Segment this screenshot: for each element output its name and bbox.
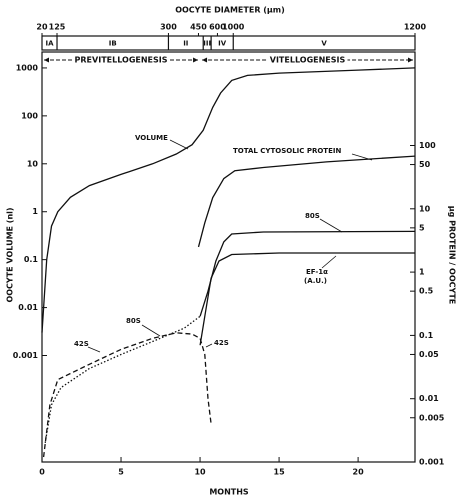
phase-label: PREVITELLOGENESIS	[75, 56, 168, 65]
y2-tick-label: 0.5	[419, 287, 434, 296]
y-tick-label: 1	[32, 207, 38, 216]
y2-tick-label: 1	[419, 268, 425, 277]
curve-label: 80S	[305, 212, 320, 220]
stage-label: IA	[45, 40, 54, 48]
x-tick-label: 0	[39, 468, 45, 477]
y-tick-label: 100	[21, 111, 38, 120]
top-axis-title: OOCYTE DIAMETER (µm)	[175, 6, 285, 15]
stage-label: IB	[109, 40, 117, 48]
stage-bar	[41, 35, 416, 51]
curve-label: TOTAL CYTOSOLIC PROTEIN	[233, 147, 341, 155]
series-line	[42, 332, 212, 458]
y-tick-label: 0.01	[18, 303, 38, 312]
series-line	[199, 230, 416, 317]
y2-axis-title: µg PROTEIN / OOCYTE	[448, 206, 457, 305]
phase-label-bg	[72, 55, 170, 65]
leader-line	[87, 346, 101, 353]
top-tick-label: 450	[190, 23, 207, 32]
curve-label: EF-1α	[306, 268, 328, 276]
y-axis-title: OOCYTE VOLUME (nl)	[6, 207, 15, 302]
series-line	[44, 315, 201, 444]
y2-tick-label: 0.1	[419, 331, 434, 340]
top-tick-label: 300	[160, 23, 177, 32]
y2-tick-label: 0.01	[419, 394, 439, 403]
leader-line	[141, 324, 161, 337]
series-line	[197, 155, 416, 248]
y2-tick-label: 0.005	[419, 413, 445, 422]
y2-tick-label: 0.05	[419, 350, 439, 359]
leader-line	[205, 343, 213, 348]
stage-label: III	[203, 40, 211, 48]
top-tick-label: 125	[49, 23, 66, 32]
stage-label: IV	[218, 40, 227, 48]
y2-tick-label: 50	[419, 160, 431, 169]
curve-label: 80S	[126, 317, 141, 325]
leader-line	[319, 218, 343, 233]
y-tick-label: 0.1	[24, 255, 39, 264]
curve-label: (A.U.)	[304, 277, 327, 285]
stage-label: II	[183, 40, 188, 48]
top-tick-label: 1200	[404, 23, 427, 32]
x-tick-label: 20	[353, 468, 365, 477]
top-tick-label: 1000	[222, 23, 245, 32]
x-tick-label: 5	[118, 468, 124, 477]
series-line	[199, 252, 415, 346]
series-line	[41, 67, 416, 333]
phase-label: VITELLOGENESIS	[270, 56, 346, 65]
plot-frame	[41, 51, 416, 463]
curve-label: 42S	[214, 339, 229, 347]
top-tick-label: 20	[36, 23, 48, 32]
curve-label: 42S	[74, 340, 89, 348]
leader-line	[321, 255, 337, 269]
top-tick-label: 600	[209, 23, 226, 32]
x-tick-label: 10	[194, 468, 206, 477]
curve-label: VOLUME	[135, 134, 168, 142]
y2-tick-label: 100	[419, 141, 436, 150]
y2-tick-label: 10	[419, 204, 431, 213]
y-tick-label: 0.001	[13, 351, 39, 360]
phase-label-bg	[267, 55, 348, 65]
y-tick-label: 1000	[16, 63, 39, 72]
x-axis-title: MONTHS	[209, 488, 249, 497]
leader-line	[169, 139, 189, 150]
x-tick-label: 15	[274, 468, 286, 477]
leader-line	[351, 153, 373, 161]
y2-tick-label: 5	[419, 223, 425, 232]
stage-label: V	[321, 40, 327, 48]
y-tick-label: 10	[27, 159, 39, 168]
y2-tick-label: 0.001	[419, 458, 445, 467]
